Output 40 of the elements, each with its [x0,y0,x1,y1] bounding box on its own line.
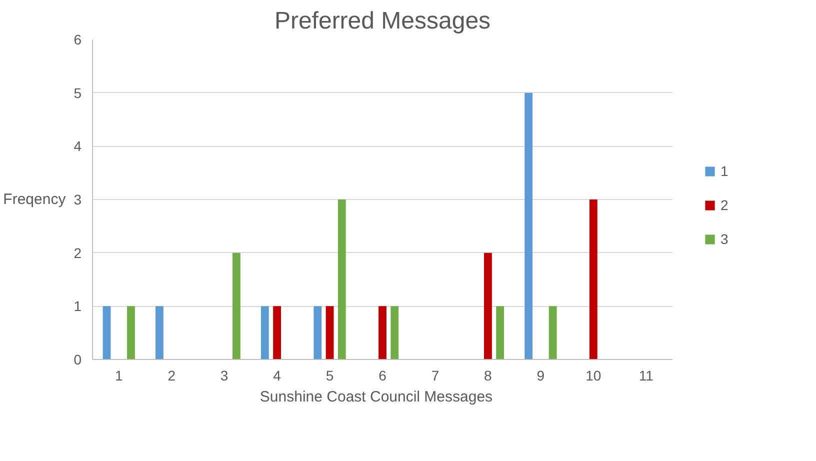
y-tick-label: 0 [74,352,82,368]
bar [390,306,399,360]
bar [102,306,111,360]
bar [338,200,346,360]
bar [127,306,135,360]
bar [260,306,269,360]
x-tick-label: 4 [273,368,282,384]
x-tick-label: 3 [220,368,228,384]
bar [484,252,492,360]
x-tick-label: 6 [378,368,387,384]
y-tick-label: 6 [74,32,82,48]
bar [326,306,334,360]
bar [496,306,504,360]
bar [314,306,322,360]
x-tick-label: 5 [326,368,334,384]
bar [273,306,281,360]
y-axis-title: Freqency [3,191,66,208]
y-tick-label: 3 [74,192,82,208]
legend-label: 3 [720,231,730,247]
bar [524,92,533,360]
bar [548,306,557,360]
legend-label: 2 [720,197,730,213]
x-axis-title: Sunshine Coast Council Messages [260,388,493,406]
x-tick-label: 8 [484,368,492,384]
y-tick-label: 4 [74,138,82,154]
y-tick-label: 1 [74,298,82,314]
bar [589,200,598,360]
x-tick-label: 10 [586,368,602,384]
bar [378,306,386,360]
bar [232,252,240,360]
x-tick-label: 7 [431,368,440,384]
y-tick-label: 2 [74,244,82,261]
x-tick-label: 11 [638,368,654,384]
y-tick-label: 5 [74,84,82,101]
bar [156,306,164,360]
chart-title: Preferred Messages [274,8,491,34]
x-tick-label: 9 [536,368,545,384]
legend-label: 1 [720,163,730,179]
x-tick-label: 2 [168,368,176,384]
x-tick-label: 1 [114,368,123,384]
